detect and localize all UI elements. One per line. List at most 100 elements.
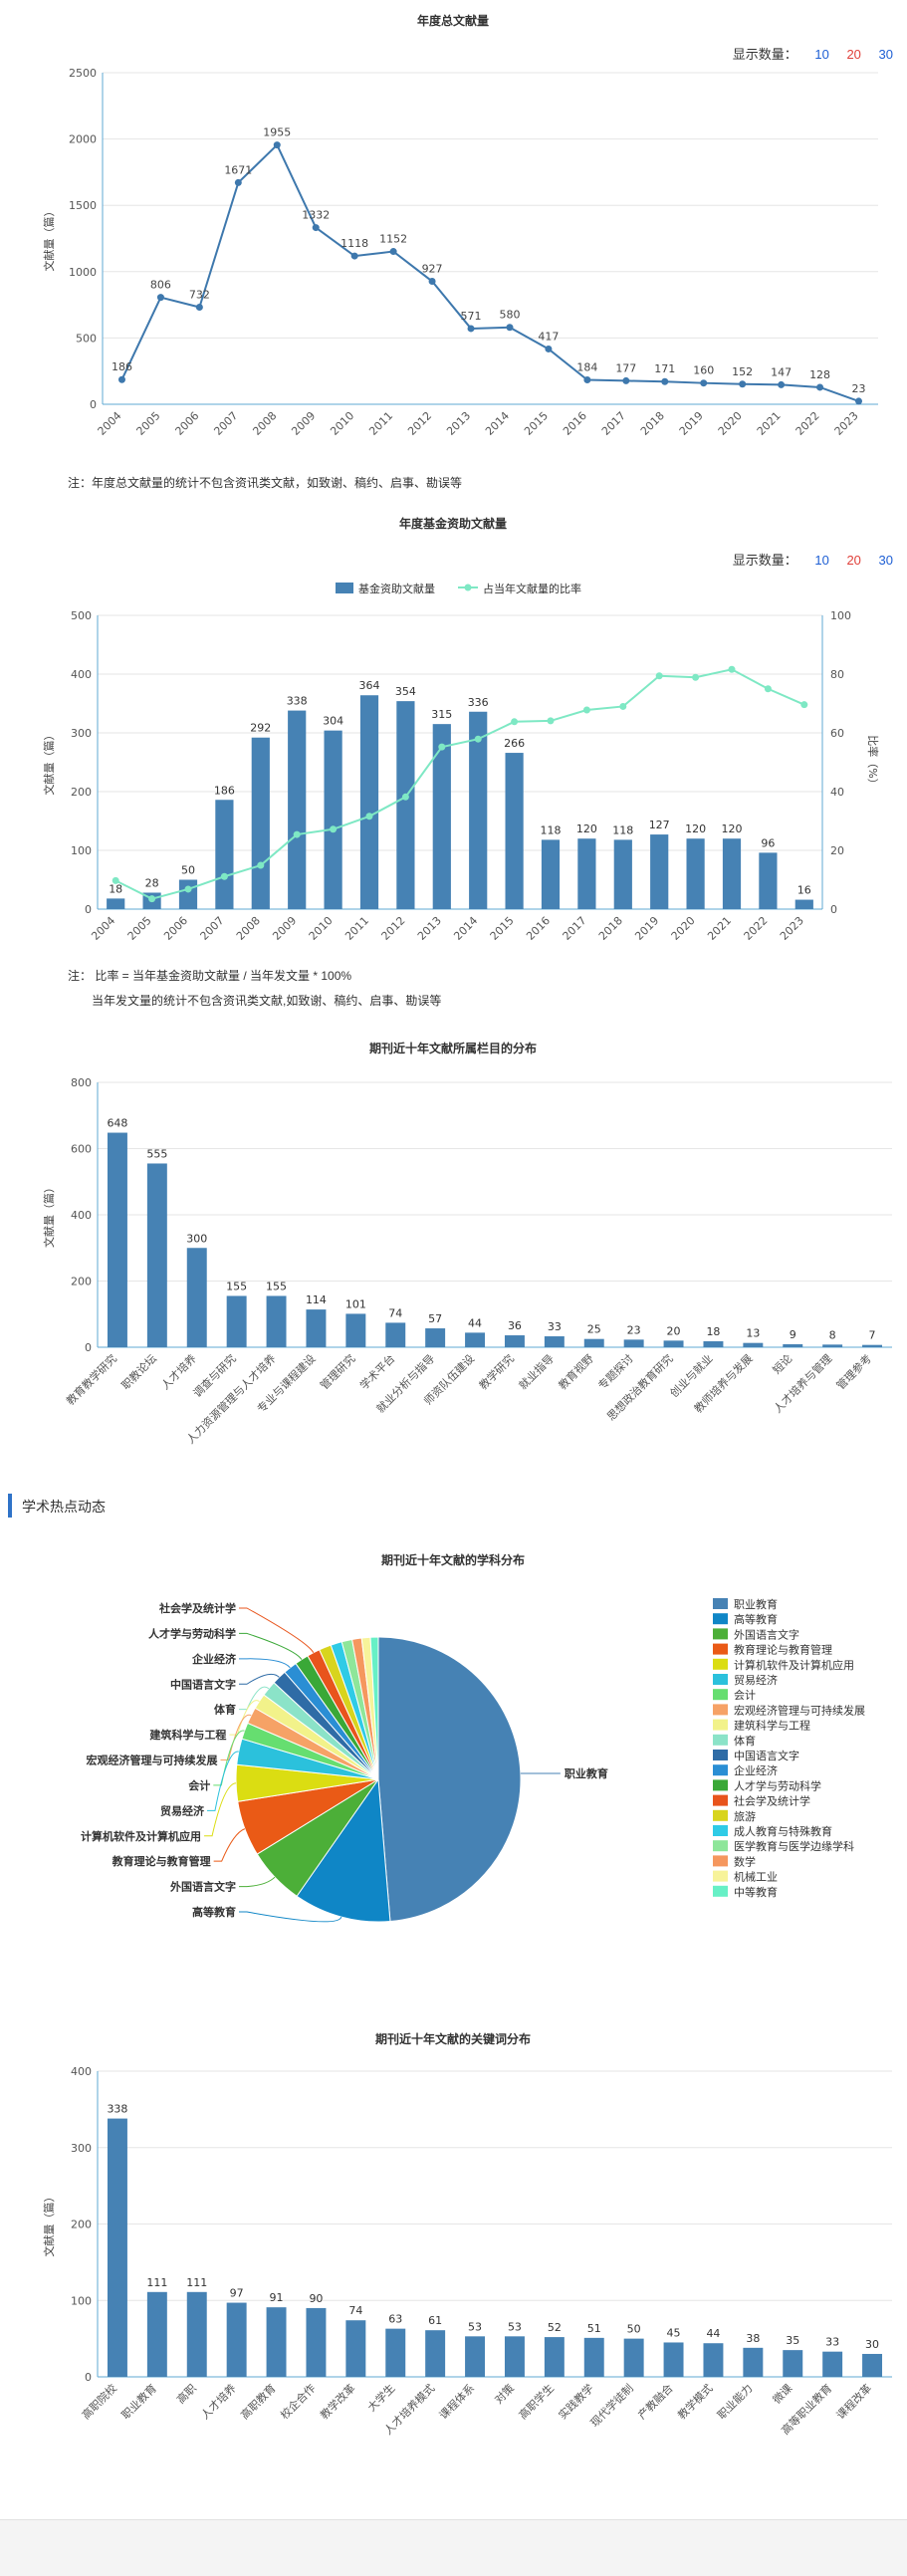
section-accent-bar — [8, 1494, 12, 1518]
x-tick-label: 2021 — [705, 914, 734, 943]
outer-label: 教育理论与教育管理 — [112, 1854, 211, 1868]
x-tick-label: 2010 — [307, 914, 336, 943]
x-tick-label: 2023 — [832, 409, 861, 438]
x-tick-label: 校企合作 — [278, 2381, 319, 2422]
y-tick-label: 2000 — [69, 133, 97, 146]
display-count-option-30[interactable]: 30 — [878, 553, 893, 568]
bar — [385, 2328, 406, 2377]
x-tick-label: 2009 — [289, 409, 318, 438]
leader-line — [239, 1876, 276, 1888]
data-label: 50 — [181, 864, 195, 877]
data-label: 571 — [461, 310, 482, 323]
data-label: 128 — [809, 368, 830, 381]
legend-label: 中国语言文字 — [734, 1749, 799, 1762]
data-label: 155 — [226, 1280, 247, 1292]
data-label: 186 — [112, 360, 132, 373]
data-label: 53 — [508, 2320, 522, 2333]
x-tick-label: 教学改革 — [317, 2381, 357, 2422]
data-label: 120 — [685, 822, 706, 835]
data-point — [389, 248, 397, 256]
x-tick-label: 2020 — [669, 914, 698, 943]
leader-line — [213, 1828, 246, 1862]
data-label: 8 — [829, 1328, 836, 1341]
ratio-line — [114, 668, 805, 900]
funded-chart: 年度基金资助文献量 0 100 200 300 400 500 文献量（篇） 0 20 40 60 80… — [42, 516, 880, 943]
data-label: 114 — [306, 1293, 327, 1306]
data-point — [739, 380, 747, 388]
y-tick-label: 600 — [71, 1143, 92, 1156]
legend-label: 外国语言文字 — [734, 1627, 799, 1641]
y-tick-label: 0 — [85, 1341, 92, 1354]
bar — [505, 753, 524, 909]
display-count-option-10[interactable]: 10 — [814, 553, 829, 568]
bar — [251, 737, 270, 909]
x-tick-label: 学术平台 — [356, 1351, 397, 1392]
data-point — [273, 141, 281, 149]
legend-label: 宏观经济管理与可持续发展 — [734, 1703, 865, 1717]
pie-slice — [296, 1777, 391, 1923]
legend-label: 旅游 — [734, 1809, 756, 1823]
display-count-option-20[interactable]: 20 — [846, 47, 861, 62]
data-label: 20 — [667, 1324, 681, 1337]
data-label: 23 — [627, 1323, 641, 1336]
ratio-point — [112, 876, 119, 884]
x-tick-label: 2017 — [561, 914, 589, 943]
display-count-1: 显示数量： 10 20 30 — [733, 44, 893, 63]
bar — [544, 1336, 565, 1347]
leader-line — [239, 1673, 280, 1685]
data-point — [700, 379, 708, 387]
y-tick-label: 400 — [71, 1209, 92, 1222]
bar — [577, 838, 596, 909]
x-tick-label: 2005 — [125, 914, 154, 943]
bar — [396, 701, 415, 909]
display-count-option-20[interactable]: 20 — [846, 553, 861, 568]
y-tick-label: 1500 — [69, 199, 97, 212]
y-tick-label: 400 — [71, 2065, 92, 2078]
x-tick-label: 思想政治教育研究 — [604, 1351, 676, 1423]
bar — [759, 852, 778, 909]
data-label: 152 — [732, 365, 753, 378]
data-label: 160 — [693, 364, 714, 377]
data-label: 53 — [468, 2320, 482, 2333]
x-tick-label: 2017 — [599, 409, 628, 438]
legend-label: 体育 — [734, 1734, 756, 1748]
x-tick-label: 2012 — [379, 914, 408, 943]
y-tick-label: 100 — [71, 2294, 92, 2307]
legend-swatch — [713, 1628, 728, 1640]
outer-label: 外国语言文字 — [169, 1880, 236, 1894]
ratio-point — [800, 701, 808, 709]
ratio-point — [692, 673, 700, 681]
data-label: 97 — [230, 2287, 244, 2300]
legend-swatch — [713, 1870, 728, 1882]
data-label: 184 — [576, 360, 597, 373]
legend-swatch — [713, 1734, 728, 1746]
display-count-option-10[interactable]: 10 — [814, 47, 829, 62]
bar — [703, 1341, 724, 1347]
y2-tick-label: 100 — [830, 609, 851, 622]
x-tick-label: 管理研究 — [317, 1351, 357, 1392]
legend-label: 会计 — [734, 1689, 756, 1702]
x-tick-label: 2019 — [677, 409, 706, 438]
ratio-point — [582, 706, 590, 714]
x-tick-label: 专题探讨 — [595, 1351, 636, 1392]
legend-label: 医学教育与医学边缘学科 — [734, 1839, 854, 1853]
ratio-point — [547, 717, 555, 725]
bar — [226, 1295, 247, 1347]
legend-swatch — [713, 1719, 728, 1731]
bar — [107, 2118, 127, 2377]
x-tick-label: 2012 — [405, 409, 434, 438]
page-footer-bar — [0, 2519, 907, 2576]
data-label: 111 — [146, 2276, 167, 2289]
x-tick-label: 2006 — [161, 914, 190, 943]
data-point — [855, 397, 863, 405]
data-label: 52 — [548, 2321, 562, 2334]
chart-title: 期刊近十年文献所属栏目的分布 — [369, 1041, 537, 1055]
data-label: 1118 — [340, 237, 368, 250]
ratio-point — [257, 861, 265, 869]
bar — [541, 839, 561, 909]
display-count-option-30[interactable]: 30 — [878, 47, 893, 62]
keyword-distribution-panel: 期刊近十年文献的关键词分布 0 100 200 300 400 文献量（篇） 338 111 11… — [0, 2016, 907, 2494]
bar — [146, 2291, 167, 2377]
bar — [743, 1342, 764, 1347]
bar — [583, 2337, 604, 2377]
